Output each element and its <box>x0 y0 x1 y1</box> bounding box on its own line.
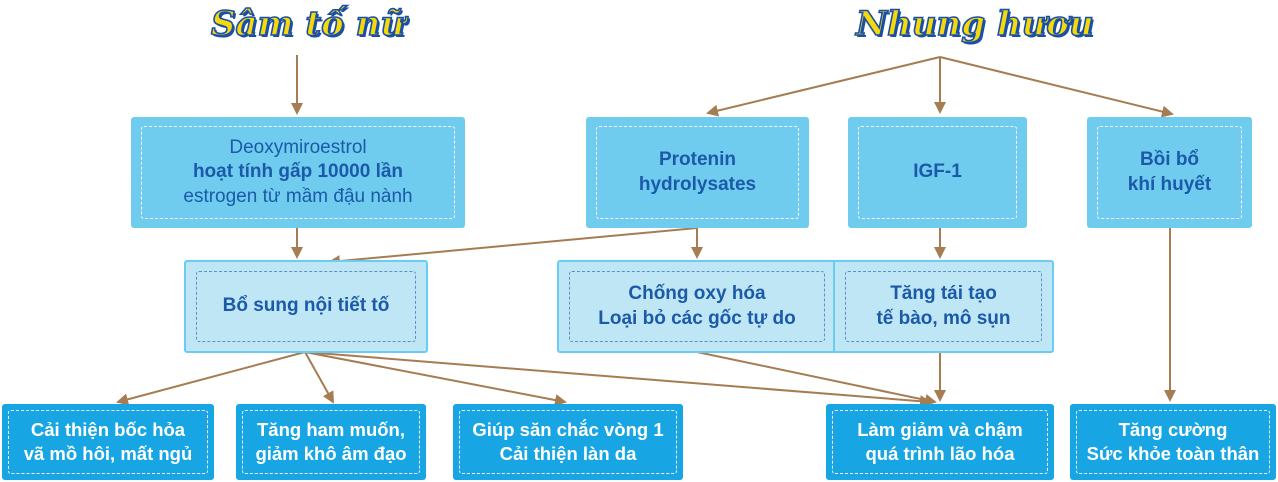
arrow-chongoxy-to-lamgiam <box>696 351 937 406</box>
box-protenin-hydrolysates: Protenin hydrolysates <box>586 117 809 228</box>
tangcuong-line-1: Tăng cường <box>1118 419 1228 441</box>
box-bo-sung-noi-tiet-to: Bổ sung nội tiết tố <box>184 260 428 353</box>
igf-line-1: IGF-1 <box>913 161 962 183</box>
protenin-line-1: Protenin <box>658 149 737 171</box>
tangtaitao-line-2: tế bào, mô sụn <box>876 307 1011 329</box>
arrow-bosung-to-lamgiam <box>304 351 932 408</box>
deoxy-line-1: Deoxymiroestrol <box>229 137 367 159</box>
box-tang-ham-muon: Tăng ham muốn, giảm khô âm đạo <box>236 404 426 480</box>
deoxy-line-3: estrogen từ mầm đậu nành <box>183 185 413 207</box>
lamgiam-line-2: quá trình lão hóa <box>865 443 1015 464</box>
giupsan-line-2: Cải thiện làn da <box>499 443 637 464</box>
chongoxy-line-2: Loại bỏ các gốc tự do <box>598 307 796 329</box>
box-cai-thien-boc-hoa: Cải thiện bốc hỏa vã mồ hôi, mất ngủ <box>2 404 214 480</box>
bosung-line-1: Bổ sung nội tiết tố <box>222 295 390 317</box>
protenin-line-2: hydrolysates <box>638 173 757 195</box>
title-sam-to-nu: Sâm tố nữ <box>210 3 406 45</box>
box-chong-oxy-hoa: Chống oxy hóa Loại bỏ các gốc tự do <box>557 260 837 353</box>
box-lam-giam-lao-hoa: Làm giảm và chậm quá trình lão hóa <box>826 404 1054 480</box>
arrow-bosung-to-giupsan <box>304 351 567 407</box>
tangtaitao-line-1: Tăng tái tạo <box>890 283 997 305</box>
boibo-line-2: khí huyết <box>1127 173 1212 195</box>
arrow-bosung-to-tanghammuon <box>304 351 334 404</box>
box-tang-cuong-suc-khoe: Tăng cường Sức khỏe toàn thân <box>1070 404 1276 480</box>
giupsan-line-1: Giúp săn chắc vòng 1 <box>472 419 664 441</box>
box-boi-bo-khi-huyet: Bồi bổ khí huyết <box>1087 117 1252 228</box>
boibo-line-1: Bồi bổ <box>1139 149 1200 171</box>
box-tang-tai-tao: Tăng tái tạo tế bào, mô sụn <box>833 260 1054 353</box>
caithien-line-1: Cải thiện bốc hỏa <box>30 419 186 441</box>
chongoxy-line-1: Chống oxy hóa <box>628 283 766 305</box>
arrow-nhung-to-protenin <box>706 56 941 117</box>
box-deoxymiroestrol: Deoxymiroestrol hoạt tính gấp 10000 lần … <box>131 117 465 228</box>
arrow-protenin-to-bosung <box>328 227 698 268</box>
caithien-line-2: vã mồ hôi, mất ngủ <box>23 443 193 464</box>
tangcuong-line-2: Sức khỏe toàn thân <box>1086 443 1260 464</box>
tanghammuon-line-2: giảm khô âm đạo <box>255 443 407 464</box>
box-giup-san-chac: Giúp săn chắc vòng 1 Cải thiện làn da <box>453 404 683 480</box>
lamgiam-line-1: Làm giảm và chậm <box>857 419 1023 441</box>
title-nhung-huou: Nhung hươu <box>855 3 1094 45</box>
box-igf-1: IGF-1 <box>848 117 1027 228</box>
tanghammuon-line-1: Tăng ham muốn, <box>257 419 405 441</box>
deoxy-line-2: hoạt tính gấp 10000 lần <box>192 161 404 183</box>
arrow-nhung-to-boibo <box>939 56 1174 118</box>
arrow-bosung-to-caithien <box>116 351 306 406</box>
